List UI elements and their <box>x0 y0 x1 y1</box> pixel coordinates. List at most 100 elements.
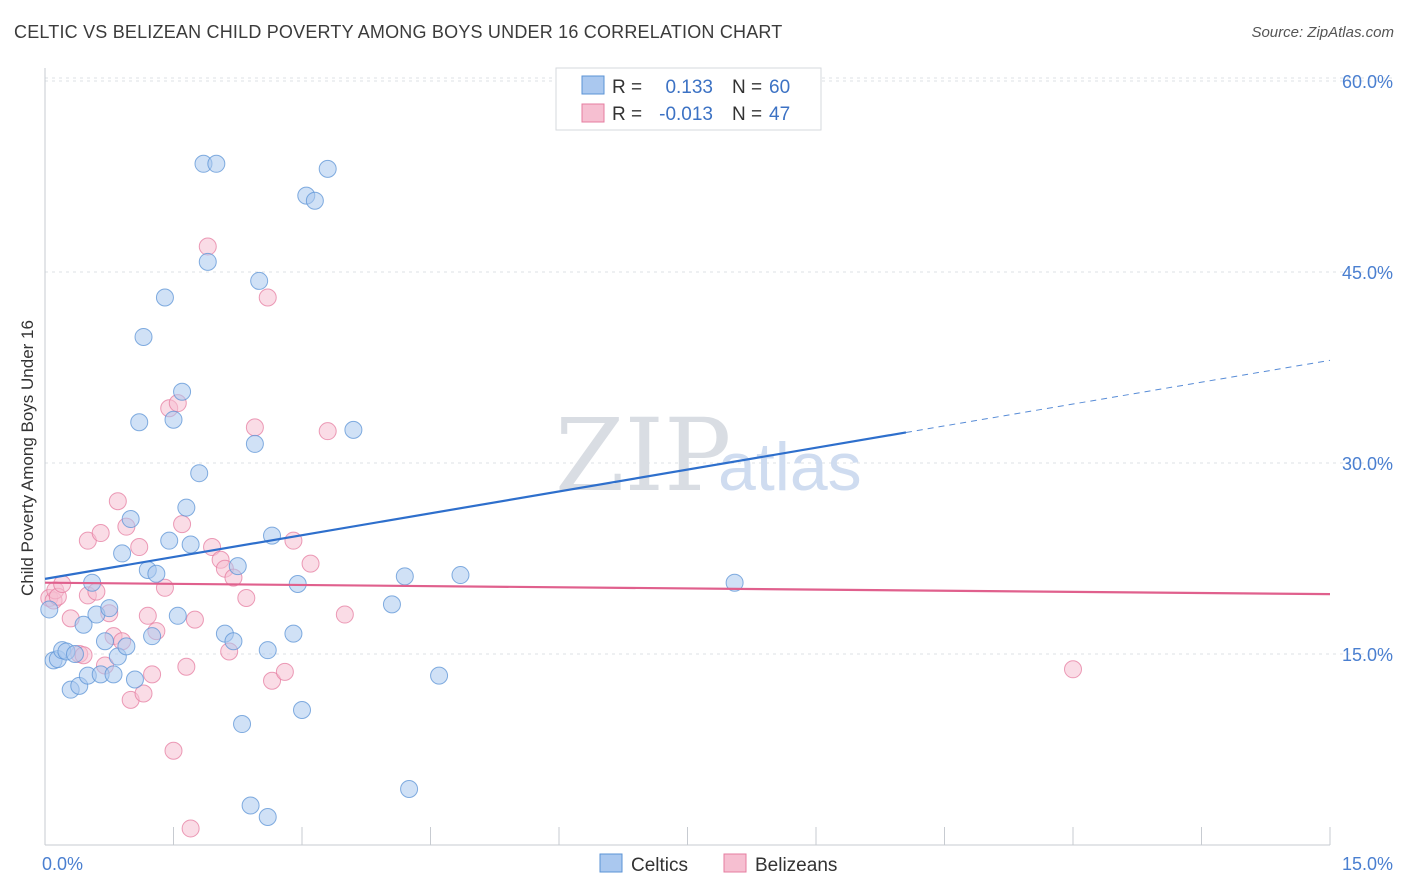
celtics-point <box>95 632 114 651</box>
celtics-point <box>117 637 136 656</box>
celtics-point <box>241 796 260 815</box>
celtics-point <box>104 665 123 684</box>
legend-n-value: 60 <box>769 77 790 98</box>
celtics-point <box>305 191 324 210</box>
belizeans-point <box>164 741 183 760</box>
celtics-point <box>130 413 149 432</box>
belizeans-point <box>134 684 153 703</box>
belizeans-point <box>177 657 196 676</box>
celtics-point <box>177 498 196 517</box>
legend-n-value: 47 <box>769 104 790 125</box>
belizeans-point <box>181 819 200 838</box>
celtics-point <box>181 535 200 554</box>
celtics-point <box>113 544 132 563</box>
celtics-points <box>40 154 744 826</box>
y-tick-label: 30.0% <box>1342 454 1393 474</box>
belizeans-point <box>130 538 149 557</box>
legend-r-label: R = <box>612 77 642 98</box>
celtics-point <box>190 464 209 483</box>
watermark-atlas: atlas <box>718 429 862 505</box>
celtics-point <box>245 434 264 453</box>
belizeans-point <box>245 418 264 437</box>
celtics-point <box>160 531 179 550</box>
celtics-point <box>284 624 303 643</box>
belizeans-point <box>258 288 277 307</box>
belizeans-point <box>263 671 282 690</box>
celtics-point <box>155 288 174 307</box>
celtics-point <box>147 564 166 583</box>
celtics-point <box>400 779 419 798</box>
belizeans-point <box>275 662 294 681</box>
belizeans-point <box>173 515 192 534</box>
belizeans-point <box>185 610 204 629</box>
legend-n-label: N = <box>732 77 762 98</box>
y-tick-labels: 15.0% 30.0% 45.0% 60.0% <box>1342 72 1393 665</box>
celtics-point <box>258 641 277 660</box>
belizeans-trend-line <box>44 581 1331 596</box>
celtics-point <box>125 670 144 689</box>
legend-r-value: 0.133 <box>665 77 713 98</box>
celtics-point <box>168 606 187 625</box>
legend-swatch-belizeans <box>723 853 747 873</box>
trend-lines <box>44 359 1331 596</box>
legend-swatch-celtics <box>599 853 623 873</box>
celtics-point <box>233 715 252 734</box>
series-legend: Celtics Belizeans <box>599 853 837 876</box>
watermark: ZIP atlas <box>555 397 862 514</box>
celtics-point <box>74 615 93 634</box>
belizeans-point <box>301 554 320 573</box>
belizeans-point <box>1064 660 1082 679</box>
belizeans-point <box>108 492 127 511</box>
celtics-trend-line <box>44 431 907 580</box>
legend-n-label: N = <box>732 104 762 125</box>
belizeans-point <box>318 422 337 441</box>
legend-label-celtics: Celtics <box>631 855 688 876</box>
celtics-point <box>250 271 269 290</box>
watermark-zip: ZIP <box>555 397 731 514</box>
celtics-point <box>65 645 84 664</box>
celtics-point <box>293 701 311 720</box>
celtics-point <box>198 252 217 271</box>
belizeans-point <box>198 237 217 256</box>
legend-r-label: R = <box>612 104 642 125</box>
belizeans-point <box>143 665 162 684</box>
legend-label-belizeans: Belizeans <box>755 855 837 876</box>
y-tick-label: 60.0% <box>1342 72 1393 92</box>
celtics-point <box>258 807 277 826</box>
belizeans-point <box>138 606 157 625</box>
celtics-point <box>395 567 414 586</box>
celtics-point <box>451 566 470 585</box>
axes <box>44 68 1331 846</box>
stats-legend: R = 0.133 N = 60 R = -0.013 N = 47 <box>555 67 822 131</box>
celtics-point <box>134 327 153 346</box>
source-credit: Source: ZipAtlas.com <box>1251 24 1394 41</box>
celtics-point <box>100 599 119 618</box>
celtics-point <box>173 382 192 401</box>
chart-title: CELTIC VS BELIZEAN CHILD POVERTY AMONG B… <box>14 22 783 42</box>
belizeans-point <box>91 524 110 543</box>
celtics-point <box>430 666 449 685</box>
y-axis-label: Child Poverty Among Boys Under 16 <box>18 320 37 596</box>
celtics-point <box>224 632 243 651</box>
belizeans-point <box>237 588 256 607</box>
belizeans-point <box>335 605 354 624</box>
x-tick-label: 0.0% <box>42 854 83 874</box>
celtics-point <box>228 557 247 576</box>
celtics-point <box>344 420 363 439</box>
grid-lines <box>45 77 1395 655</box>
celtics-point <box>121 510 140 529</box>
legend-swatch-belizeans <box>581 103 605 123</box>
y-tick-label: 15.0% <box>1342 645 1393 665</box>
celtics-point <box>207 154 226 173</box>
celtics-point <box>318 159 337 178</box>
celtics-point <box>164 410 183 429</box>
celtics-point <box>725 573 744 592</box>
x-tick-labels: 0.0% 15.0% <box>42 854 1393 874</box>
legend-r-value: -0.013 <box>659 104 713 125</box>
celtics-point <box>382 595 401 614</box>
belizeans-points <box>40 237 1082 838</box>
celtics-point <box>40 600 59 619</box>
y-tick-label: 45.0% <box>1342 263 1393 283</box>
celtics-point <box>143 627 162 646</box>
